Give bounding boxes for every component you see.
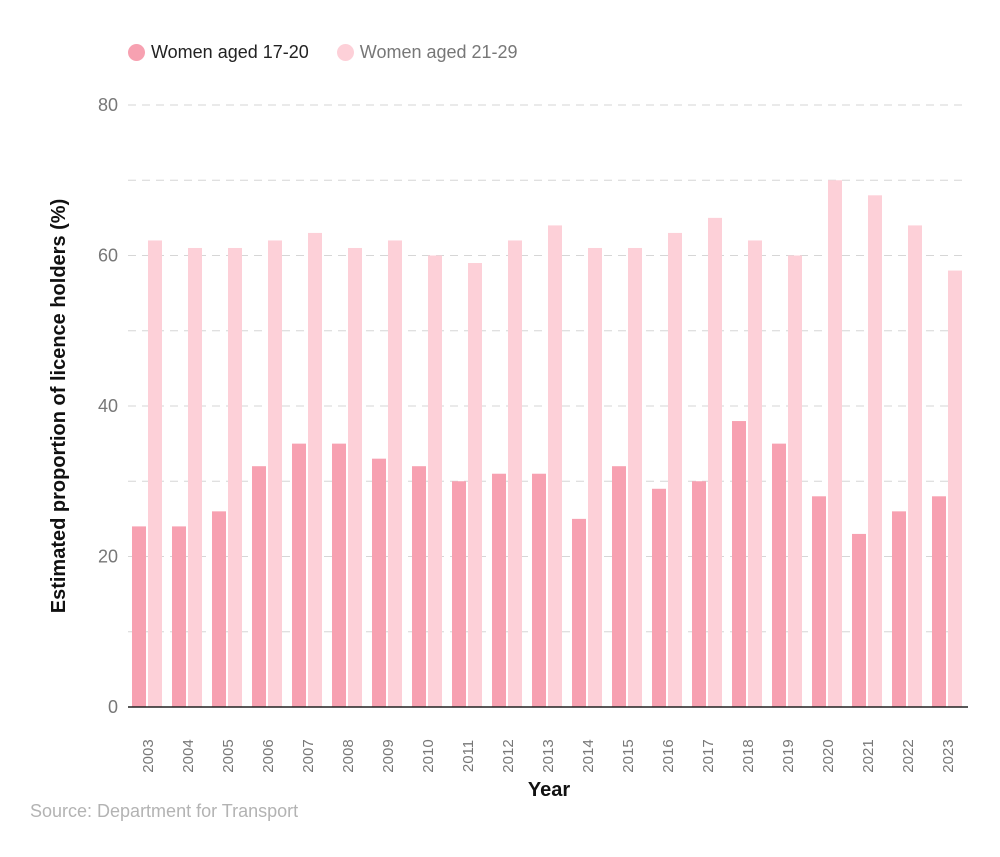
x-tick-label: 2012: [500, 739, 517, 772]
bar-women-21-29-2020: [828, 180, 842, 707]
bar-women-17-20-2013: [532, 473, 546, 707]
legend-item-women-17-20[interactable]: Women aged 17-20: [128, 42, 309, 63]
legend-swatch-women-21-29: [336, 44, 354, 61]
bar-women-17-20-2009: [372, 458, 386, 707]
bar-women-17-20-2018: [732, 421, 746, 707]
bar-women-21-29-2004: [188, 247, 202, 707]
y-tick-label: 20: [98, 547, 118, 567]
bar-women-17-20-2010: [412, 466, 426, 707]
bar-women-21-29-2009: [388, 240, 402, 707]
x-tick-label: 2017: [700, 739, 717, 772]
legend-label-women-21-29: Women aged 21-29: [359, 42, 518, 62]
x-tick-label: 2011: [460, 740, 477, 772]
x-tick-label: 2019: [780, 739, 797, 772]
bar-women-17-20-2022: [892, 511, 906, 707]
bar-women-17-20-2008: [332, 443, 346, 707]
bar-women-17-20-2014: [572, 518, 586, 707]
y-tick-label: 40: [98, 396, 118, 416]
bar-women-21-29-2013: [548, 225, 562, 707]
x-tick-label: 2009: [380, 739, 397, 772]
x-tick-label: 2003: [140, 739, 157, 772]
bar-women-21-29-2021: [868, 195, 882, 708]
bar-women-17-20-2003: [132, 526, 146, 707]
bar-women-17-20-2012: [492, 473, 506, 707]
bar-women-21-29-2005: [228, 247, 242, 707]
bar-women-17-20-2007: [292, 443, 306, 707]
y-tick-label: 60: [98, 246, 118, 266]
x-tick-label: 2010: [420, 739, 437, 772]
x-tick-label: 2021: [860, 739, 877, 772]
bar-women-21-29-2003: [148, 240, 162, 707]
legend-swatch-women-17-20: [128, 44, 145, 61]
bar-women-17-20-2017: [692, 481, 706, 707]
x-tick-label: 2005: [220, 739, 237, 772]
bar-women-21-29-2017: [708, 217, 722, 707]
bar-women-17-20-2005: [212, 511, 226, 707]
legend-item-women-21-29[interactable]: Women aged 21-29: [336, 42, 518, 63]
bar-women-21-29-2008: [348, 247, 362, 707]
x-tick-label: 2004: [180, 739, 197, 772]
bar-women-21-29-2018: [748, 240, 762, 707]
y-tick-label: 0: [108, 697, 118, 717]
bar-women-17-20-2019: [772, 443, 786, 707]
bar-women-17-20-2021: [852, 533, 866, 707]
x-tick-label: 2008: [340, 739, 357, 772]
x-tick-label: 2018: [740, 739, 757, 772]
bar-women-17-20-2006: [252, 466, 266, 707]
y-axis-title: Estimated proportion of licence holders …: [48, 199, 70, 614]
x-axis-title: Year: [528, 779, 570, 801]
bar-women-21-29-2022: [908, 225, 922, 707]
bar-women-17-20-2023: [932, 496, 946, 707]
bar-women-21-29-2007: [308, 232, 322, 708]
x-tick-label: 2013: [540, 739, 557, 772]
x-tick-label: 2022: [900, 739, 917, 772]
legend: Women aged 17-20 Women aged 21-29: [128, 42, 546, 63]
bar-women-21-29-2010: [428, 255, 442, 707]
bar-women-17-20-2020: [812, 496, 826, 707]
bar-women-21-29-2016: [668, 232, 682, 708]
bar-women-21-29-2006: [268, 240, 282, 707]
bar-women-21-29-2015: [628, 247, 642, 707]
x-tick-label: 2007: [300, 739, 317, 772]
bar-women-21-29-2012: [508, 240, 522, 707]
x-tick-label: 2006: [260, 739, 277, 772]
bar-women-21-29-2019: [788, 255, 802, 707]
legend-label-women-17-20: Women aged 17-20: [151, 42, 309, 62]
x-tick-label: 2015: [620, 739, 637, 772]
bar-women-17-20-2004: [172, 526, 186, 707]
bar-women-17-20-2016: [652, 488, 666, 707]
x-tick-label: 2020: [820, 739, 837, 772]
source-note: Source: Department for Transport: [30, 801, 299, 821]
x-tick-label: 2014: [580, 739, 597, 772]
bar-women-21-29-2023: [948, 270, 962, 707]
bar-women-17-20-2015: [612, 466, 626, 707]
x-tick-label: 2023: [940, 739, 957, 772]
y-tick-label: 80: [98, 95, 118, 115]
x-tick-label: 2016: [660, 739, 677, 772]
bar-women-17-20-2011: [452, 481, 466, 707]
bar-women-21-29-2011: [468, 263, 482, 707]
bar-women-21-29-2014: [588, 247, 602, 707]
